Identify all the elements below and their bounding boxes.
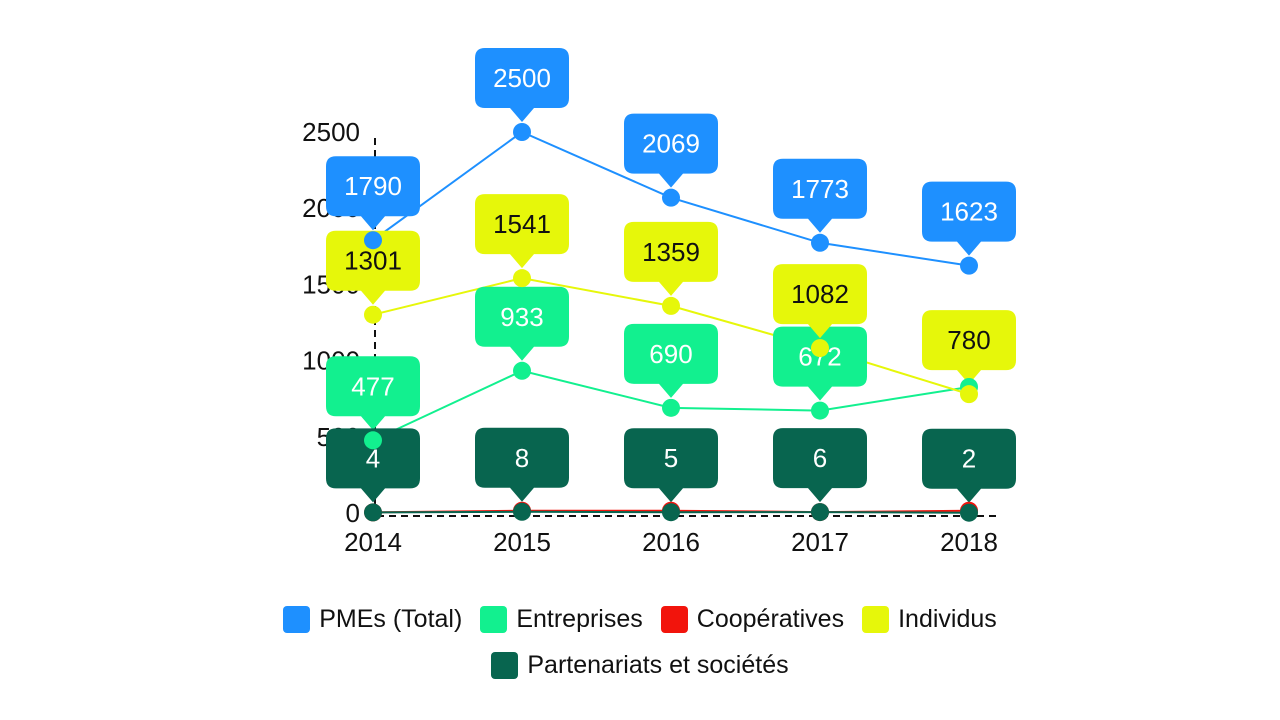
data-label-bubble-entreprises-2014 bbox=[326, 356, 420, 431]
legend-item-individus: Individus bbox=[862, 605, 997, 634]
x-tick-label-2018: 2018 bbox=[940, 527, 998, 557]
data-label-bubble-pmes-total-2015 bbox=[475, 48, 569, 122]
data-label-bubble-partenariats-et-societes-2017 bbox=[773, 428, 867, 503]
y-tick-label-0: 0 bbox=[346, 498, 360, 528]
y-tick-label-2500: 2500 bbox=[302, 117, 360, 147]
data-label-pmes-total-2018: 1623 bbox=[940, 197, 998, 227]
data-point-pmes-total-2017 bbox=[811, 233, 829, 252]
data-label-bubbles: 1790250020691773162347793369067213011541… bbox=[326, 48, 1016, 503]
data-label-pmes-total-2016: 2069 bbox=[642, 129, 700, 159]
data-label-pmes-total-2017: 1773 bbox=[791, 174, 849, 204]
data-point-pmes-total-2014 bbox=[364, 231, 382, 250]
x-tick-label-2017: 2017 bbox=[791, 527, 849, 557]
legend-swatch-partenariats bbox=[491, 651, 519, 679]
legend-swatch-pmes-total bbox=[283, 605, 311, 633]
data-label-partenariats-et-societes-2017: 6 bbox=[813, 443, 827, 473]
data-label-bubble-individus-2017 bbox=[773, 264, 867, 339]
x-tick-label-2016: 2016 bbox=[642, 527, 700, 557]
chart-axes: 0500100015002000250020142015201620172018 bbox=[302, 117, 1000, 557]
data-points bbox=[364, 123, 978, 522]
data-label-individus-2017: 1082 bbox=[791, 279, 849, 309]
data-label-bubble-individus-2014 bbox=[326, 230, 420, 305]
data-label-bubble-individus-2018 bbox=[922, 310, 1016, 385]
legend-label-partenariats: Partenariats et sociétés bbox=[527, 650, 789, 679]
data-point-pmes-total-2016 bbox=[662, 188, 680, 207]
data-point-individus-2015 bbox=[513, 269, 531, 288]
line-chart: 0500100015002000250020142015201620172018… bbox=[302, 48, 1016, 557]
data-point-partenariats-et-societes-2016 bbox=[662, 503, 680, 522]
data-point-entreprises-2015 bbox=[513, 361, 531, 380]
legend-label-cooperatives: Coopératives bbox=[696, 604, 845, 633]
data-label-individus-2014: 1301 bbox=[344, 246, 402, 276]
legend-swatch-entreprises bbox=[480, 605, 508, 633]
data-label-bubble-pmes-total-2014 bbox=[326, 156, 420, 231]
data-label-individus-2016: 1359 bbox=[642, 237, 700, 267]
legend-item-cooperatives: Coopératives bbox=[660, 604, 845, 634]
data-point-individus-2016 bbox=[662, 296, 680, 315]
data-label-individus-2015: 1541 bbox=[493, 209, 551, 239]
x-tick-label-2015: 2015 bbox=[493, 527, 551, 557]
data-point-partenariats-et-societes-2015 bbox=[513, 502, 531, 521]
data-label-partenariats-et-societes-2015: 8 bbox=[515, 443, 529, 473]
data-label-bubble-partenariats-et-societes-2016 bbox=[624, 428, 718, 503]
data-label-bubble-partenariats-et-societes-2018 bbox=[922, 428, 1016, 503]
data-label-bubble-pmes-total-2018 bbox=[922, 181, 1016, 256]
chart-legend: PMEs (Total) Entreprises Coopératives In… bbox=[0, 596, 1280, 688]
data-point-partenariats-et-societes-2014 bbox=[364, 503, 382, 522]
x-tick-label-2014: 2014 bbox=[344, 527, 402, 557]
data-label-entreprises-2016: 690 bbox=[649, 339, 692, 369]
data-label-individus-2018: 780 bbox=[947, 325, 990, 355]
legend-label-pmes-total: PMEs (Total) bbox=[319, 604, 463, 633]
data-label-partenariats-et-societes-2016: 5 bbox=[664, 443, 678, 473]
data-label-bubble-entreprises-2016 bbox=[624, 323, 718, 398]
legend-item-entreprises: Entreprises bbox=[480, 604, 643, 634]
data-label-bubble-pmes-total-2016 bbox=[624, 113, 718, 188]
data-label-bubble-partenariats-et-societes-2014 bbox=[326, 428, 420, 503]
data-point-partenariats-et-societes-2018 bbox=[960, 503, 978, 522]
data-label-bubble-individus-2015 bbox=[475, 194, 569, 269]
data-label-bubble-entreprises-2017 bbox=[773, 326, 867, 401]
data-label-bubble-individus-2016 bbox=[624, 221, 718, 296]
legend-row-2: Partenariats et sociétés bbox=[0, 642, 1280, 688]
data-point-pmes-total-2018 bbox=[960, 256, 978, 275]
legend-row-1: PMEs (Total) Entreprises Coopératives In… bbox=[0, 596, 1280, 642]
data-label-pmes-total-2015: 2500 bbox=[493, 63, 551, 93]
data-label-pmes-total-2014: 1790 bbox=[344, 171, 402, 201]
legend-swatch-individus bbox=[862, 605, 890, 633]
data-label-partenariats-et-societes-2014: 4 bbox=[366, 443, 380, 473]
data-point-entreprises-2017 bbox=[811, 401, 829, 420]
legend-label-entreprises: Entreprises bbox=[516, 604, 643, 633]
data-point-partenariats-et-societes-2017 bbox=[811, 503, 829, 522]
data-label-partenariats-et-societes-2018: 2 bbox=[962, 444, 976, 474]
data-point-individus-2017 bbox=[811, 339, 829, 358]
legend-swatch-cooperatives bbox=[660, 605, 688, 633]
data-label-entreprises-2015: 933 bbox=[500, 302, 543, 332]
data-point-entreprises-2014 bbox=[364, 431, 382, 450]
data-point-individus-2018 bbox=[960, 385, 978, 404]
legend-label-individus: Individus bbox=[898, 604, 997, 633]
legend-item-pmes-total: PMEs (Total) bbox=[283, 605, 462, 634]
data-label-entreprises-2014: 477 bbox=[351, 371, 394, 401]
data-point-pmes-total-2015 bbox=[513, 123, 531, 141]
data-point-individus-2014 bbox=[364, 305, 382, 324]
data-label-bubble-partenariats-et-societes-2015 bbox=[475, 427, 569, 502]
data-label-bubble-pmes-total-2017 bbox=[773, 158, 867, 233]
data-label-bubble-entreprises-2015 bbox=[475, 286, 569, 361]
legend-item-partenariats: Partenariats et sociétés bbox=[491, 650, 789, 680]
data-point-entreprises-2016 bbox=[662, 398, 680, 417]
